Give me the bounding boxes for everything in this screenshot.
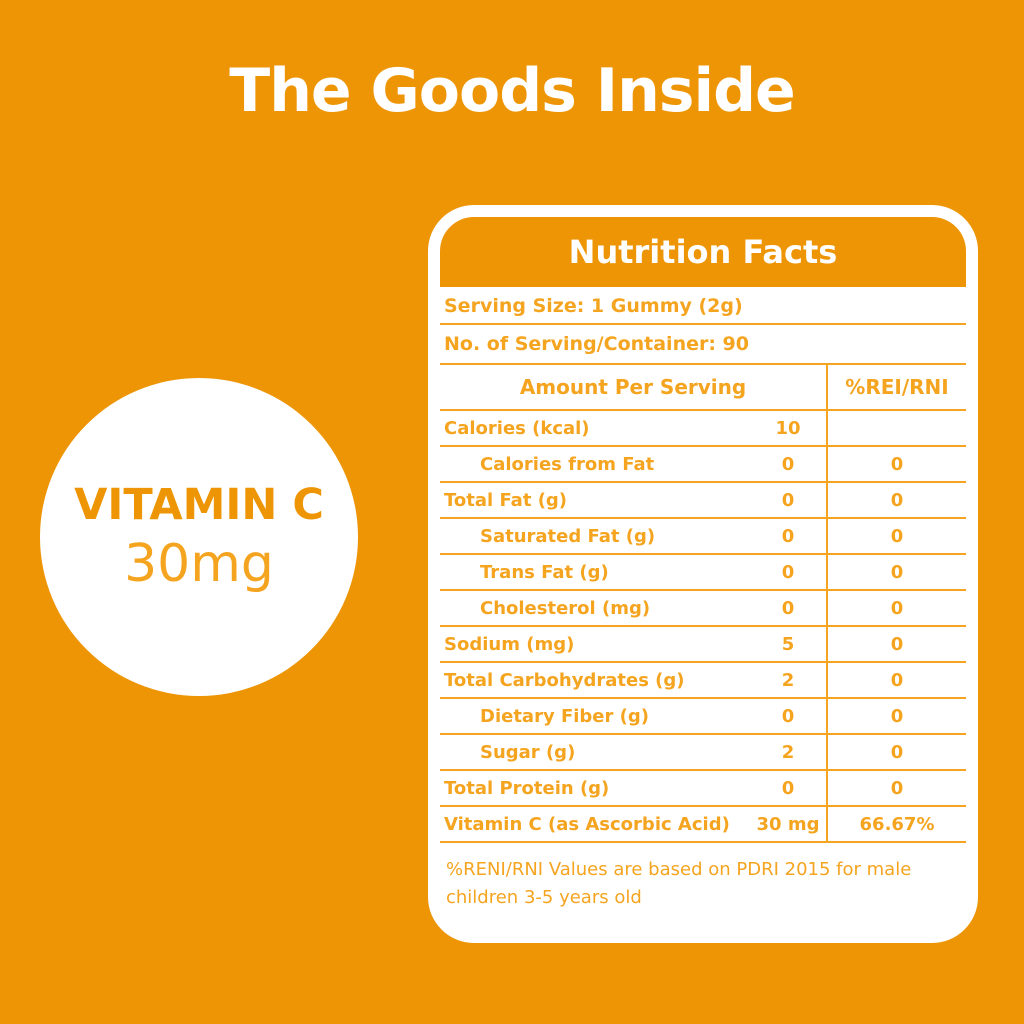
nutrient-label: Calories (kcal) [440, 410, 750, 447]
nutrient-pct: 0 [826, 662, 967, 699]
page-title: The Goods Inside [229, 56, 795, 126]
vitamin-amount: 30mg [124, 534, 274, 594]
table-row: Sugar (g) 2 0 [440, 734, 967, 771]
nutrient-label: Vitamin C (as Ascorbic Acid) [440, 806, 750, 843]
nutrient-label: Saturated Fat (g) [440, 518, 750, 555]
nutrient-amount: 0 [750, 770, 828, 807]
nutrient-pct: 66.67% [826, 806, 967, 843]
nutrient-amount: 5 [750, 626, 828, 663]
vitamin-name: VITAMIN C [74, 480, 324, 530]
nutrient-amount: 0 [750, 518, 828, 555]
table-row: Sodium (mg) 5 0 [440, 626, 967, 663]
nutrient-amount: 0 [750, 482, 828, 519]
nutrient-pct: 0 [826, 698, 967, 735]
nutrient-pct: 0 [826, 446, 967, 483]
nutrient-label: Trans Fat (g) [440, 554, 750, 591]
nutrient-amount: 30 mg [750, 806, 828, 843]
nutrient-label: Total Carbohydrates (g) [440, 662, 750, 699]
nutrient-pct: 0 [826, 518, 967, 555]
nutrient-label: Total Protein (g) [440, 770, 750, 807]
nutrient-label: Total Fat (g) [440, 482, 750, 519]
nutrition-facts-body: Serving Size: 1 Gummy (2g) No. of Servin… [440, 287, 967, 912]
nutrient-amount: 0 [750, 590, 828, 627]
nutrition-facts-header: Nutrition Facts [440, 217, 966, 287]
nutrition-table: Amount Per Serving %REI/RNI Calories (kc… [440, 363, 967, 843]
table-row: Dietary Fiber (g) 0 0 [440, 698, 967, 735]
footnote-text: %RENI/RNI Values are based on PDRI 2015 … [446, 859, 912, 908]
nutrient-label: Sugar (g) [440, 734, 750, 771]
nutrient-pct: 0 [826, 626, 967, 663]
table-row: Total Fat (g) 0 0 [440, 482, 967, 519]
nutrient-pct: 0 [826, 734, 967, 771]
table-row: Total Protein (g) 0 0 [440, 770, 967, 807]
table-row: Saturated Fat (g) 0 0 [440, 518, 967, 555]
table-row: Trans Fat (g) 0 0 [440, 554, 967, 591]
amount-per-serving-header: Amount Per Serving [440, 363, 828, 411]
nutrient-pct: 0 [826, 554, 967, 591]
nutrient-amount: 0 [750, 446, 828, 483]
vitamin-badge-circle: VITAMIN C 30mg [40, 378, 358, 696]
nutrition-facts-title: Nutrition Facts [568, 233, 838, 271]
table-row: Cholesterol (mg) 0 0 [440, 590, 967, 627]
table-row: Calories from Fat 0 0 [440, 446, 967, 483]
nutrient-label: Calories from Fat [440, 446, 750, 483]
nutrition-facts-card: Nutrition Facts Serving Size: 1 Gummy (2… [428, 205, 978, 943]
table-row: Vitamin C (as Ascorbic Acid) 30 mg 66.67… [440, 806, 967, 843]
nutrient-label: Cholesterol (mg) [440, 590, 750, 627]
serving-size-line: Serving Size: 1 Gummy (2g) [440, 287, 966, 325]
servings-per-container-line: No. of Serving/Container: 90 [444, 333, 750, 355]
table-header-row: Amount Per Serving %REI/RNI [440, 363, 967, 411]
nutrient-label: Dietary Fiber (g) [440, 698, 750, 735]
table-row: Total Carbohydrates (g) 2 0 [440, 662, 967, 699]
pct-rei-rni-header: %REI/RNI [826, 363, 967, 411]
nutrient-amount: 0 [750, 698, 828, 735]
nutrient-amount: 10 [750, 410, 828, 447]
nutrient-pct: 0 [826, 770, 967, 807]
nutrient-pct: 0 [826, 590, 967, 627]
nutrient-label: Sodium (mg) [440, 626, 750, 663]
nutrient-pct: 0 [826, 482, 967, 519]
nutrient-amount: 2 [750, 734, 828, 771]
nutrient-amount: 2 [750, 662, 828, 699]
nutrient-pct [826, 410, 967, 447]
nutrient-amount: 0 [750, 554, 828, 591]
table-row: Calories (kcal) 10 [440, 410, 967, 447]
